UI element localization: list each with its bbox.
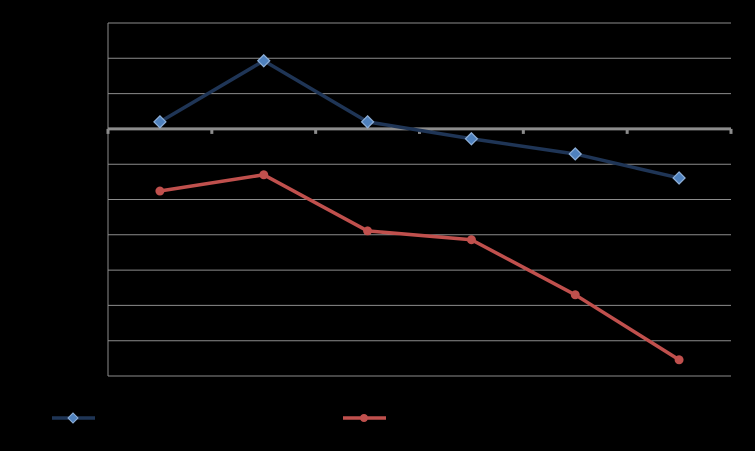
- point: [570, 290, 580, 300]
- series-line: [159, 173, 681, 362]
- point: [674, 355, 684, 365]
- point: [259, 170, 269, 180]
- point: [256, 53, 271, 68]
- y-tick-label: 2: [94, 52, 100, 64]
- point: [466, 235, 476, 245]
- legend-marker: [360, 414, 368, 422]
- y-tick-label: 0: [94, 123, 100, 135]
- y-tick-label: -3: [90, 229, 100, 241]
- point: [360, 114, 375, 129]
- y-tick-label: -5: [90, 299, 100, 311]
- point: [672, 171, 686, 185]
- point: [464, 131, 479, 146]
- y-tick-label: -2: [90, 193, 100, 205]
- point: [363, 226, 373, 236]
- legend-marker: [67, 412, 79, 424]
- y-tick-label: -7: [90, 370, 100, 382]
- y-tick-label: -1: [90, 158, 100, 170]
- y-tick-label: -4: [90, 264, 100, 276]
- point: [155, 186, 165, 196]
- point: [153, 114, 167, 129]
- y-tick-label: 3: [94, 17, 100, 29]
- y-tick-label: -6: [90, 335, 100, 347]
- y-tick-label: 1: [94, 88, 100, 100]
- series-line: [159, 59, 680, 180]
- point: [568, 147, 583, 161]
